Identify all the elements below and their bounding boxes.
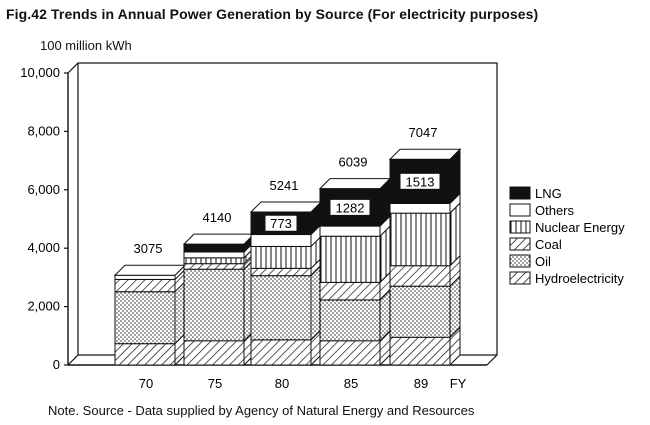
bar-segment-others [183,251,245,259]
lng-value-label: 773 [270,216,292,231]
legend-swatch-coal [509,237,531,251]
plot-edge-bottom-left [67,354,79,366]
bar-segment-nuclear-energy [183,257,245,265]
bar-top-face [388,148,462,160]
lng-value-box [329,198,371,216]
legend-label: Others [535,203,575,218]
x-tick-label: 75 [208,376,222,391]
x-tick-label: 80 [275,376,289,391]
bar-segment-others [114,274,176,280]
legend-swatch-others [509,203,531,217]
bar-segment-hydroelectricity [319,340,381,366]
legend-swatch-hydroelectricity [509,271,531,285]
lng-value-box [264,214,298,232]
y-tick-label: 2,000 [27,299,60,314]
bar-segment-oil [389,285,451,338]
bar-segment-oil [250,275,312,341]
bar-segment-others [250,234,312,247]
bar-segment-oil [319,299,381,342]
lng-value-label: 1513 [406,174,435,189]
figure-title: Fig.42 Trends in Annual Power Generation… [6,6,539,22]
bar-top-face [318,178,392,190]
total-value-label: 4140 [203,210,232,225]
lng-value-box [399,172,441,190]
legend-label: LNG [535,186,562,201]
legend-label: Oil [535,254,551,269]
bar-segment-nuclear-energy [250,245,312,269]
legend-label: Coal [535,237,562,252]
total-value-label: 5241 [270,178,299,193]
x-tick-label: 89 [414,376,428,391]
y-axis-unit-label: 100 million kWh [40,38,132,53]
total-value-label: 3075 [134,241,163,256]
bar-segment-others [389,202,451,214]
bar-segment-hydroelectricity [250,339,312,366]
lng-value-label: 1282 [336,200,365,215]
legend-label: Hydroelectricity [535,271,624,286]
source-note: Note. Source - Data supplied by Agency o… [48,403,475,418]
bar-segment-coal [114,278,176,293]
legend-swatch-oil [509,254,531,268]
bar-segment-coal [183,263,245,270]
y-tick-label: 4,000 [27,240,60,255]
bar-segment-oil [114,291,176,345]
bar-side-nuclear-energy [449,201,461,267]
bar-segment-coal [389,265,451,287]
bar-segment-oil [183,268,245,342]
total-value-label: 6039 [339,155,368,170]
bar-segment-lng [183,243,245,253]
bar-top-face [249,201,323,213]
bar-top-face [182,233,256,245]
y-tick-label: 10,000 [20,65,60,80]
bar-segment-nuclear-energy [319,235,381,283]
bar-segment-hydroelectricity [114,343,176,366]
x-tick-label: 70 [139,376,153,391]
bar-segment-others [319,225,381,237]
x-tick-label: 85 [344,376,358,391]
legend-label: Nuclear Energy [535,220,625,235]
bar-segment-coal [250,267,312,277]
x-axis-label: FY [450,376,467,391]
plot-edge-bottom-right [486,354,498,366]
y-tick-label: 8,000 [27,123,60,138]
y-tick-label: 0 [53,357,60,372]
y-tick-label: 6,000 [27,182,60,197]
plot-edge-top-left [67,62,79,74]
bar-segment-nuclear-energy [389,212,451,267]
bar-segment-coal [319,281,381,301]
legend-swatch-nuclear-energy [509,220,531,234]
bar-segment-hydroelectricity [183,340,245,366]
legend-swatch-lng [509,186,531,200]
bar-top-face [113,264,187,276]
bar-segment-hydroelectricity [389,336,451,366]
total-value-label: 7047 [409,125,438,140]
